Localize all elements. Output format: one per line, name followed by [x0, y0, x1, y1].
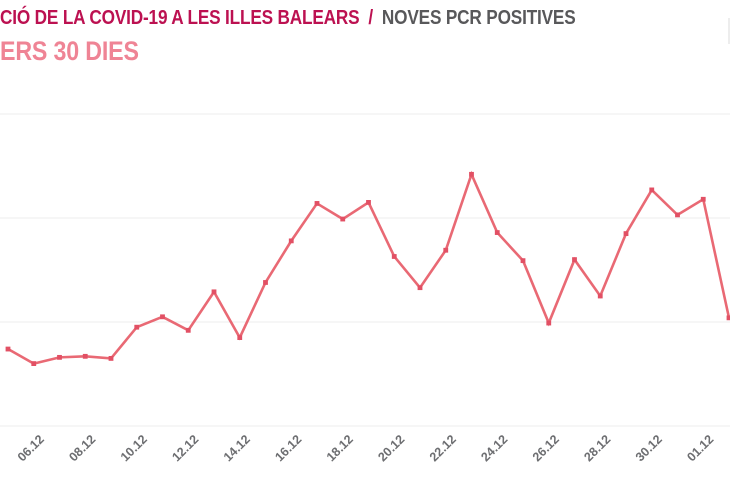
data-point-marker — [520, 258, 526, 264]
data-point-marker — [700, 196, 706, 202]
data-point-marker — [5, 346, 11, 352]
data-point-marker — [57, 354, 62, 360]
data-point-marker — [417, 285, 423, 291]
x-axis-tick-label: 20.12 — [375, 432, 407, 464]
title-separator: / — [368, 7, 373, 29]
x-axis-tick-label: 28.12 — [581, 432, 613, 464]
x-axis-tick-label: 18.12 — [324, 432, 356, 464]
x-axis-tick-label: 01.12 — [684, 432, 716, 464]
data-point-marker — [288, 238, 294, 244]
chart-title: CIÓ DE LA COVID-19 A LES ILLES BALEARS /… — [0, 7, 576, 30]
x-axis-tick-label: 24.12 — [478, 432, 510, 464]
title-secondary-text: NOVES PCR POSITIVES — [381, 7, 576, 29]
title-primary-text: CIÓ DE LA COVID-19 A LES ILLES BALEARS — [0, 7, 360, 29]
x-axis-tick-label: 30.12 — [633, 432, 665, 464]
data-point-marker — [494, 230, 500, 235]
data-point-marker — [623, 231, 629, 236]
data-point-marker — [391, 254, 397, 259]
data-point-marker — [134, 324, 140, 330]
x-axis-tick-label: 12.12 — [169, 432, 201, 464]
x-axis-tick-label: 16.12 — [272, 432, 304, 464]
data-point-marker — [185, 327, 191, 333]
data-point-marker — [469, 171, 474, 177]
data-point-marker — [546, 320, 552, 326]
data-point-marker — [82, 353, 88, 359]
data-point-marker — [443, 247, 449, 253]
data-point-marker — [649, 187, 655, 193]
x-axis-tick-label: 10.12 — [118, 432, 150, 464]
data-point-marker — [366, 200, 371, 205]
x-axis-tick-label: 08.12 — [66, 432, 98, 464]
data-point-marker — [726, 315, 730, 321]
data-point-marker — [31, 361, 37, 366]
data-point-marker — [211, 289, 217, 295]
data-point-marker — [675, 212, 680, 218]
data-point-marker — [597, 293, 603, 299]
data-point-marker — [314, 201, 320, 206]
data-point-marker — [237, 335, 243, 340]
x-axis-tick-label: 06.12 — [15, 432, 47, 464]
x-axis-tick-label: 14.12 — [221, 432, 253, 464]
data-point-marker — [263, 280, 268, 285]
x-axis-tick-label: 26.12 — [530, 432, 562, 464]
data-point-marker — [572, 257, 577, 262]
cropped-edge-artifact — [728, 18, 730, 44]
data-point-marker — [108, 356, 114, 361]
x-axis-tick-label: 22.12 — [427, 432, 459, 464]
data-point-marker — [340, 216, 346, 222]
data-point-marker — [160, 314, 165, 320]
chart-subtitle: ERS 30 DIES — [0, 36, 139, 66]
